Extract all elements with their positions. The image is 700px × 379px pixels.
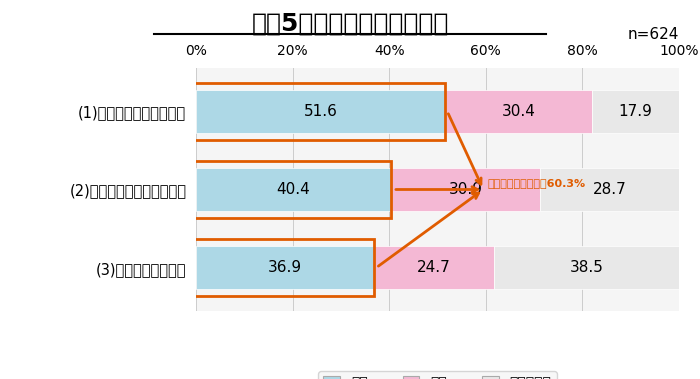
- Text: 30.4: 30.4: [502, 104, 536, 119]
- Legend: ある, ない, わからない: ある, ない, わからない: [318, 371, 557, 379]
- Bar: [194, 239, 374, 296]
- Text: 28.7: 28.7: [593, 182, 626, 197]
- Text: いずれか「ある」が60.3%: いずれか「ある」が60.3%: [487, 178, 585, 188]
- Bar: [391, 168, 540, 211]
- Bar: [374, 246, 493, 289]
- Bar: [194, 161, 391, 218]
- Text: 17.9: 17.9: [618, 104, 652, 119]
- Text: n=624: n=624: [628, 27, 679, 42]
- Bar: [196, 246, 374, 289]
- Text: 38.5: 38.5: [570, 260, 603, 275]
- Text: 40.4: 40.4: [276, 182, 310, 197]
- Bar: [592, 90, 678, 133]
- Bar: [445, 90, 592, 133]
- Bar: [494, 246, 680, 289]
- Bar: [196, 168, 391, 211]
- Text: 51.6: 51.6: [304, 104, 337, 119]
- Text: 36.9: 36.9: [268, 260, 302, 275]
- Text: 30.9: 30.9: [449, 182, 483, 197]
- Bar: [540, 168, 679, 211]
- Bar: [194, 83, 445, 140]
- Text: 最近5年間の品質問題の発生: 最近5年間の品質問題の発生: [251, 11, 449, 35]
- Text: 24.7: 24.7: [417, 260, 451, 275]
- Bar: [196, 90, 445, 133]
